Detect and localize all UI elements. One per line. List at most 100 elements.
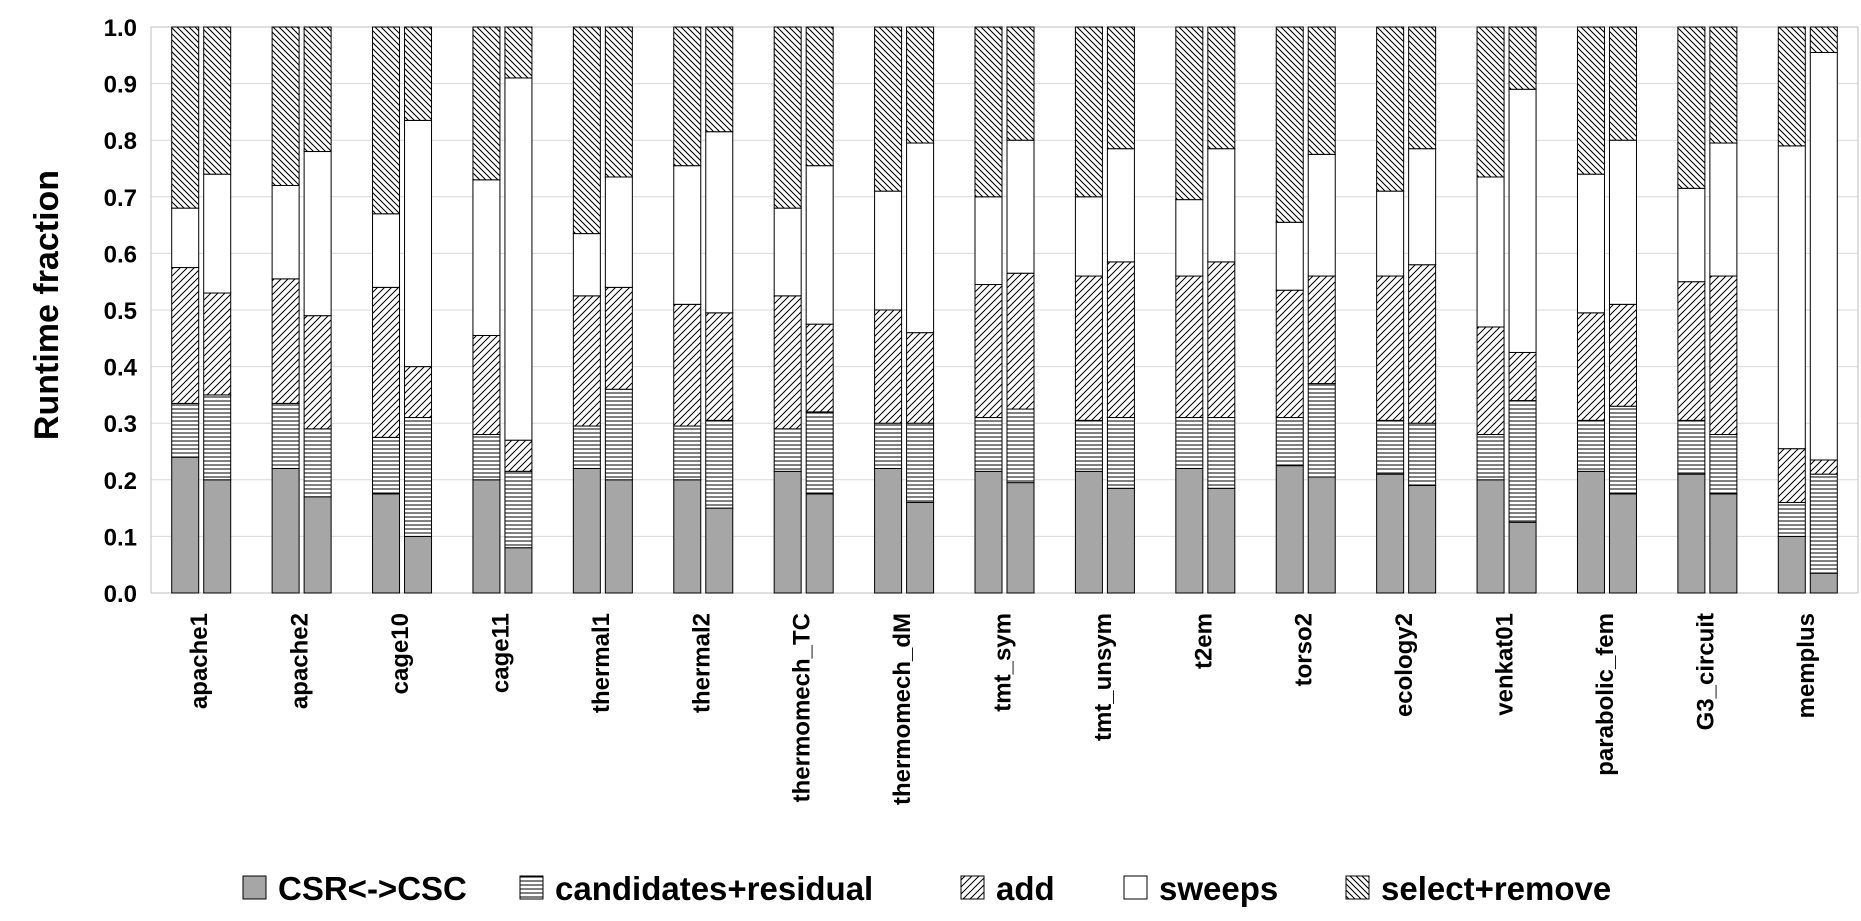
sweeps-segment <box>372 213 401 288</box>
candidates-residual-segment <box>1576 419 1605 472</box>
add-segment <box>805 323 834 413</box>
y-tick-label: 0.6 <box>104 241 137 268</box>
sweeps-segment <box>1106 148 1135 263</box>
csr-csc-segment <box>604 479 633 594</box>
csr-csc-segment <box>1576 470 1605 594</box>
select-remove-segment <box>974 26 1003 198</box>
csr-csc-segment <box>303 496 332 594</box>
candidates-residual-segment <box>404 417 433 537</box>
candidates-residual-segment <box>1207 417 1236 489</box>
csr-csc-segment <box>372 493 401 594</box>
x-category-label: cage11 <box>487 613 514 693</box>
candidates-residual-segment <box>673 425 702 481</box>
x-category-label: thermomech_TC <box>789 613 816 802</box>
plot-frame <box>150 26 1859 594</box>
candidates-residual-segment <box>1709 434 1738 495</box>
sweeps-segment <box>271 184 300 280</box>
select-remove-segment <box>705 26 734 133</box>
sweeps-segment <box>805 165 834 325</box>
csr-csc-segment <box>1275 465 1304 594</box>
sweeps-segment <box>1608 139 1637 305</box>
csr-csc-segment <box>1207 487 1236 594</box>
add-segment <box>906 332 935 424</box>
x-category-label: thermal1 <box>588 613 615 713</box>
legend-label: CSR<->CSC <box>278 870 467 907</box>
sweeps-segment <box>673 165 702 305</box>
csr-csc-segment <box>472 479 501 594</box>
add-segment <box>1508 351 1537 402</box>
csr-csc-segment <box>1777 535 1806 594</box>
csr-csc-segment <box>1175 467 1204 594</box>
x-category-label: thermal2 <box>688 613 715 713</box>
add-segment <box>271 278 300 404</box>
sweeps-segment <box>773 207 802 297</box>
sweeps-segment <box>1207 148 1236 263</box>
candidates-residual-segment <box>1809 473 1838 574</box>
x-category-label: t2em <box>1190 613 1217 669</box>
csr-csc-segment <box>504 547 533 594</box>
sweeps-segment <box>1576 173 1605 314</box>
select-remove-segment <box>1207 26 1236 150</box>
candidates-residual-segment <box>974 417 1003 472</box>
sweeps-segment <box>572 233 601 297</box>
sweeps-segment <box>1275 221 1304 291</box>
sweeps-segment <box>1476 176 1505 328</box>
select-remove-segment <box>1709 26 1738 144</box>
csr-csc-segment <box>1608 493 1637 594</box>
sweeps-segment <box>303 151 332 317</box>
sweeps-segment <box>1307 153 1336 277</box>
candidates-residual-segment <box>1307 383 1336 478</box>
add-segment <box>171 267 200 404</box>
add-segment <box>1207 261 1236 419</box>
select-remove-segment <box>504 26 533 79</box>
sweeps-segment <box>1677 187 1706 283</box>
sweeps-segment <box>472 179 501 336</box>
sweeps-segment <box>504 77 533 441</box>
select-remove-segment <box>1677 26 1706 189</box>
candidates-residual-segment <box>874 422 903 469</box>
csr-csc-segment <box>673 479 702 594</box>
legend-label: select+remove <box>1381 870 1611 907</box>
candidates-residual-segment <box>773 428 802 472</box>
select-remove-segment <box>1608 26 1637 141</box>
x-category-label: torso2 <box>1291 613 1318 686</box>
select-remove-segment <box>1175 26 1204 201</box>
select-remove-segment <box>1074 26 1103 198</box>
sweeps-segment <box>1006 139 1035 274</box>
add-segment <box>1106 261 1135 419</box>
csr-csc-segment <box>805 493 834 594</box>
add-segment <box>1275 289 1304 419</box>
sweeps-segment <box>1376 190 1405 277</box>
add-segment <box>1576 312 1605 421</box>
csr-csc-segment <box>906 501 935 594</box>
candidates-residual-segment <box>1106 417 1135 489</box>
csr-csc-segment <box>171 456 200 594</box>
y-tick-label: 0.7 <box>104 185 137 212</box>
add-segment <box>1376 275 1405 421</box>
sweeps-segment <box>1809 51 1838 461</box>
sweeps-segment <box>906 142 935 334</box>
csr-csc-segment <box>874 467 903 594</box>
add-segment <box>1408 264 1437 424</box>
select-remove-segment <box>472 26 501 181</box>
select-remove-segment <box>271 26 300 186</box>
csr-csc-segment <box>572 467 601 594</box>
select-remove-segment <box>874 26 903 192</box>
legend-label: sweeps <box>1159 870 1278 907</box>
candidates-residual-segment <box>1408 422 1437 486</box>
add-segment <box>1175 275 1204 419</box>
add-segment <box>1709 275 1738 436</box>
select-remove-segment <box>203 26 232 175</box>
sweeps-segment <box>171 207 200 269</box>
y-tick-label: 0.1 <box>104 524 137 551</box>
csr-csc-segment <box>1508 521 1537 594</box>
add-segment <box>1677 281 1706 421</box>
bars-group <box>171 26 1838 594</box>
add-segment <box>1809 459 1838 475</box>
add-segment <box>1074 275 1103 421</box>
candidates-residual-segment <box>1608 405 1637 495</box>
csr-csc-segment <box>705 507 734 594</box>
candidates-residual-segment <box>303 428 332 498</box>
candidates-residual-segment <box>1175 417 1204 469</box>
select-remove-segment <box>1106 26 1135 150</box>
